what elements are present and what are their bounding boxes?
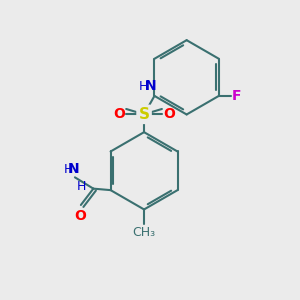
Text: O: O [164,107,175,121]
Text: N: N [145,79,156,93]
Text: F: F [232,89,242,103]
Text: N: N [68,162,79,176]
Text: O: O [113,107,125,121]
Text: H: H [77,180,86,193]
Text: CH₃: CH₃ [133,226,156,239]
Text: S: S [139,107,150,122]
Text: H: H [139,80,148,93]
Text: H: H [64,163,74,176]
Text: O: O [74,208,86,223]
